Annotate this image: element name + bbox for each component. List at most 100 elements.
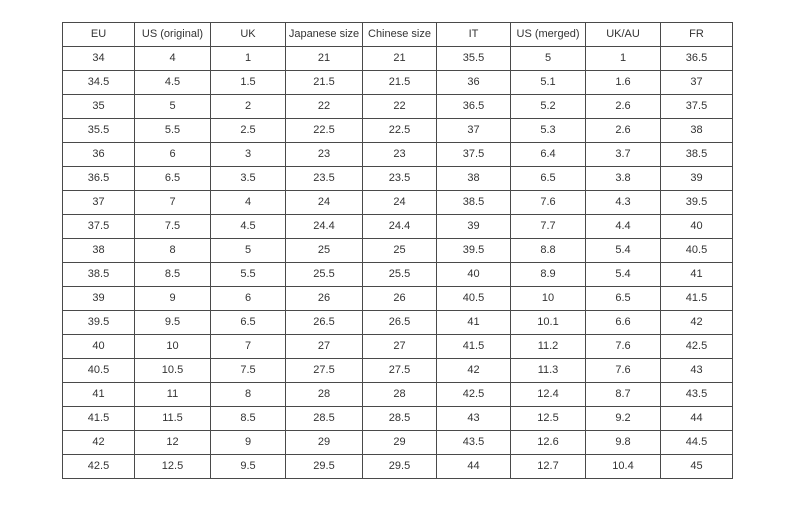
- table-cell: 9: [210, 430, 286, 455]
- table-cell: 8: [134, 238, 211, 263]
- table-cell: 11.5: [134, 406, 211, 431]
- table-row: 39.5 9.5 6.5 26.5 26.5 41 10.1 6.6 42: [62, 310, 733, 335]
- table-cell: 8.7: [585, 382, 661, 407]
- table-cell: 39.5: [660, 190, 733, 215]
- table-cell: 34.5: [62, 70, 135, 95]
- table-cell: 38.5: [436, 190, 511, 215]
- table-cell: 40: [436, 262, 511, 287]
- table-cell: 10: [134, 334, 211, 359]
- column-header: FR: [660, 22, 733, 47]
- table-cell: 12.5: [510, 406, 586, 431]
- table-cell: 27: [285, 334, 363, 359]
- table-cell: 40: [660, 214, 733, 239]
- table-cell: 1.6: [585, 70, 661, 95]
- table-cell: 6.6: [585, 310, 661, 335]
- table-cell: 12.5: [134, 454, 211, 479]
- table-cell: 5: [134, 94, 211, 119]
- table-cell: 8: [210, 382, 286, 407]
- table-cell: 41: [62, 382, 135, 407]
- table-cell: 9.5: [134, 310, 211, 335]
- table-cell: 21.5: [285, 70, 363, 95]
- size-conversion-table: EU US (original) UK Japanese size Chinese si…: [62, 22, 733, 479]
- table-cell: 26: [285, 286, 363, 311]
- table-cell: 27: [362, 334, 437, 359]
- table-cell: 10.1: [510, 310, 586, 335]
- table-cell: 25: [362, 238, 437, 263]
- table-row: 35 5 2 22 22 36.5 5.2 2.6 37.5: [62, 94, 733, 119]
- table-cell: 40.5: [62, 358, 135, 383]
- table-cell: 41.5: [660, 286, 733, 311]
- table-cell: 41: [660, 262, 733, 287]
- table-cell: 43: [660, 358, 733, 383]
- table-cell: 25.5: [362, 262, 437, 287]
- table-cell: 3.8: [585, 166, 661, 191]
- table-cell: 40.5: [660, 238, 733, 263]
- table-cell: 22.5: [285, 118, 363, 143]
- table-cell: 26.5: [285, 310, 363, 335]
- table-cell: 7: [134, 190, 211, 215]
- table-cell: 22: [285, 94, 363, 119]
- table-cell: 37.5: [660, 94, 733, 119]
- table-cell: 39: [62, 286, 135, 311]
- table-cell: 7.6: [585, 358, 661, 383]
- table-cell: 45: [660, 454, 733, 479]
- table-cell: 4: [210, 190, 286, 215]
- table-cell: 5: [210, 238, 286, 263]
- table-cell: 39: [436, 214, 511, 239]
- table-cell: 40.5: [436, 286, 511, 311]
- table-cell: 39.5: [436, 238, 511, 263]
- table-cell: 41: [436, 310, 511, 335]
- table-cell: 12: [134, 430, 211, 455]
- table-cell: 22.5: [362, 118, 437, 143]
- table-cell: 22: [362, 94, 437, 119]
- table-cell: 42.5: [660, 334, 733, 359]
- table-cell: 36.5: [436, 94, 511, 119]
- table-cell: 9.8: [585, 430, 661, 455]
- table-cell: 7.6: [585, 334, 661, 359]
- column-header: Japanese size: [285, 22, 363, 47]
- table-cell: 28.5: [362, 406, 437, 431]
- column-header: IT: [436, 22, 511, 47]
- table-cell: 8.8: [510, 238, 586, 263]
- table-cell: 5.5: [134, 118, 211, 143]
- table-cell: 2.5: [210, 118, 286, 143]
- table-cell: 12.7: [510, 454, 586, 479]
- table-cell: 29.5: [285, 454, 363, 479]
- table-cell: 7.6: [510, 190, 586, 215]
- table-cell: 37: [660, 70, 733, 95]
- table-row: 39 9 6 26 26 40.5 10 6.5 41.5: [62, 286, 733, 311]
- table-cell: 44: [436, 454, 511, 479]
- table-cell: 23.5: [362, 166, 437, 191]
- table-cell: 40: [62, 334, 135, 359]
- table-cell: 7.5: [134, 214, 211, 239]
- table-cell: 4.5: [210, 214, 286, 239]
- table-row: 42 12 9 29 29 43.5 12.6 9.8 44.5: [62, 430, 733, 455]
- table-row: 34.5 4.5 1.5 21.5 21.5 36 5.1 1.6 37: [62, 70, 733, 95]
- table-row: 40 10 7 27 27 41.5 11.2 7.6 42.5: [62, 334, 733, 359]
- table-cell: 21.5: [362, 70, 437, 95]
- table-cell: 10.4: [585, 454, 661, 479]
- table-cell: 7.5: [210, 358, 286, 383]
- table-cell: 29: [362, 430, 437, 455]
- table-cell: 38.5: [660, 142, 733, 167]
- table-cell: 43.5: [436, 430, 511, 455]
- table-cell: 42: [436, 358, 511, 383]
- table-cell: 29.5: [362, 454, 437, 479]
- table-cell: 2.6: [585, 118, 661, 143]
- table-cell: 38: [62, 238, 135, 263]
- table-cell: 9.5: [210, 454, 286, 479]
- table-cell: 8.5: [134, 262, 211, 287]
- table-cell: 36: [436, 70, 511, 95]
- table-cell: 6.5: [134, 166, 211, 191]
- table-cell: 4: [134, 46, 211, 71]
- table-cell: 7.7: [510, 214, 586, 239]
- table-cell: 42.5: [62, 454, 135, 479]
- table-cell: 27.5: [285, 358, 363, 383]
- table-cell: 3.5: [210, 166, 286, 191]
- table-cell: 8.5: [210, 406, 286, 431]
- table-body: 34 4 1 21 21 35.5 5 1 36.5 34.5 4.5 1.5 21.5 21.5 36 5.…: [62, 46, 733, 479]
- table-cell: 1: [210, 46, 286, 71]
- table-cell: 27.5: [362, 358, 437, 383]
- table-cell: 28: [362, 382, 437, 407]
- table-cell: 6.5: [510, 166, 586, 191]
